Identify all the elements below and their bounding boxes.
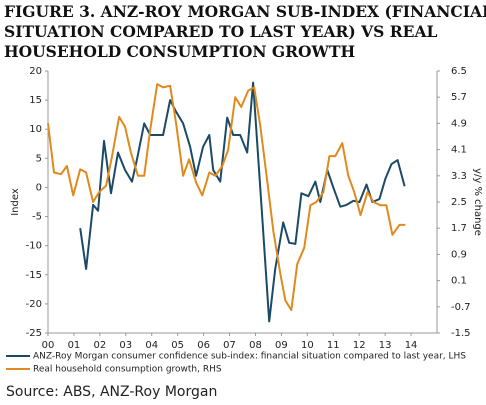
y-tick-label: 0 — [36, 182, 42, 193]
chart-title: HOUSEHOLD CONSUMPTION GROWTH — [4, 42, 355, 61]
x-tick-label: 01 — [68, 340, 81, 351]
x-tick-label: 04 — [145, 340, 158, 351]
x-tick-label: 03 — [119, 340, 132, 351]
y2-tick-label: 4.9 — [451, 118, 467, 129]
y2-tick-label: 4.1 — [451, 145, 467, 156]
y2-tick-label: 0.9 — [451, 249, 467, 260]
x-tick-label: 09 — [275, 340, 288, 351]
y2-tick-label: -1.5 — [451, 328, 471, 339]
y2-tick-label: 0.1 — [451, 276, 467, 287]
x-tick-label: 06 — [197, 340, 210, 351]
x-tick-label: 02 — [93, 340, 106, 351]
x-tick-label: 08 — [249, 340, 262, 351]
series-line — [47, 83, 406, 312]
x-tick-label: 00 — [42, 340, 55, 351]
y2-tick-label: 2.5 — [451, 197, 467, 208]
y-tick-label: 20 — [29, 66, 42, 77]
y-tick-label: -20 — [26, 299, 42, 310]
y-tick-label: -5 — [32, 212, 42, 223]
y-tick-label: 5 — [36, 153, 42, 164]
source: Source: ABS, ANZ-Roy Morgan — [6, 384, 217, 400]
y-tick-label: 10 — [29, 124, 42, 135]
x-tick-label: 05 — [171, 340, 184, 351]
y-tick-label: -15 — [26, 270, 42, 281]
y2-tick-label: 3.3 — [451, 171, 467, 182]
x-tick-label: 11 — [327, 340, 340, 351]
y2-tick-label: 6.5 — [451, 66, 467, 77]
y-tick-label: 15 — [29, 95, 42, 106]
x-tick-label: 07 — [223, 340, 236, 351]
chart-title: SITUATION COMPARED TO LAST YEAR) VS REAL — [4, 22, 437, 41]
y2-tick-label: 1.7 — [451, 223, 467, 234]
x-tick-label: 12 — [353, 340, 366, 351]
chart-title: FIGURE 3. ANZ-ROY MORGAN SUB-INDEX (FINA… — [4, 2, 486, 21]
series-line — [79, 81, 406, 323]
x-tick-label: 10 — [301, 340, 314, 351]
legend-label: Real household consumption growth, RHS — [33, 365, 222, 375]
x-tick-label: 13 — [379, 340, 392, 351]
y-tick-label: -25 — [26, 328, 42, 339]
x-tick-label: 14 — [405, 340, 418, 351]
y2-axis-title: y/y % change — [472, 168, 483, 236]
y-axis-title: Index — [10, 188, 21, 216]
y2-tick-label: 5.7 — [451, 92, 467, 103]
y-tick-label: -10 — [26, 241, 42, 252]
y2-tick-label: -0.7 — [451, 302, 471, 313]
legend-label: ANZ-Roy Morgan consumer confidence sub-i… — [33, 352, 466, 362]
